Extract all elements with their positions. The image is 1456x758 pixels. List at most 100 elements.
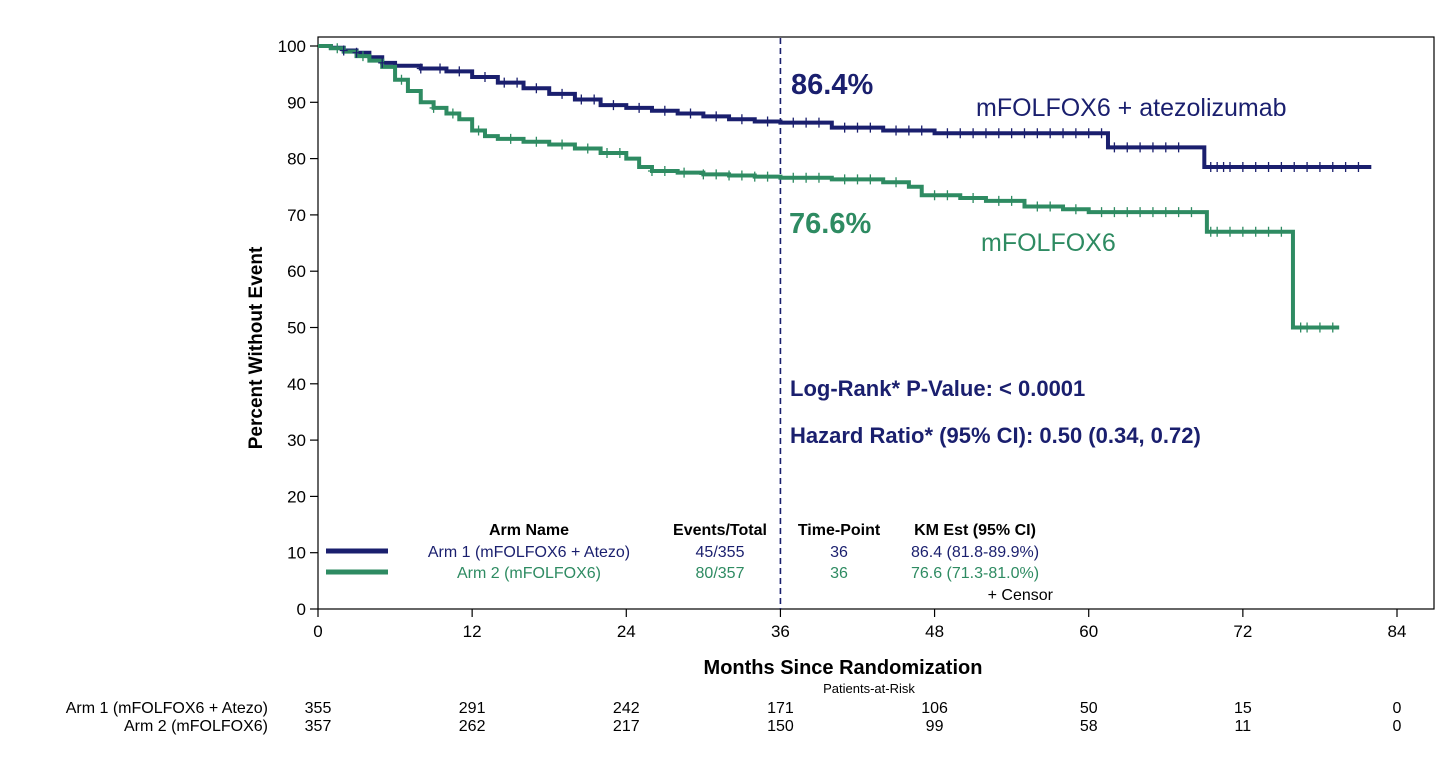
censor-mark-arm1 [660, 105, 669, 116]
legend-header-timepoint: Time-Point [798, 522, 881, 539]
censor-mark-arm2 [358, 51, 367, 62]
x-tick-label: 24 [617, 622, 636, 641]
censor-mark-arm2 [969, 193, 978, 204]
risk-value: 217 [613, 718, 640, 735]
legend-header-events: Events/Total [673, 522, 767, 539]
censor-mark-arm2 [603, 147, 612, 158]
risk-value: 15 [1234, 700, 1252, 717]
legend-row1-events: 45/355 [696, 544, 745, 561]
censor-mark-arm1 [866, 122, 875, 133]
censor-mark-arm1 [1251, 162, 1260, 173]
censor-mark-arm1 [1059, 128, 1068, 139]
x-tick-label: 12 [463, 622, 482, 641]
censor-mark-arm2 [712, 169, 721, 180]
censor-mark-arm1 [1007, 128, 1016, 139]
censor-mark-arm2 [1136, 207, 1145, 218]
censor-mark-arm1 [1303, 162, 1312, 173]
censor-mark-arm1 [943, 128, 952, 139]
y-tick-label: 90 [287, 93, 306, 112]
censor-mark-arm1 [1046, 128, 1055, 139]
censor-mark-arm1 [500, 77, 509, 88]
censor-mark-arm2 [397, 74, 406, 85]
censor-mark-arm1 [455, 66, 464, 77]
risk-value: 0 [1393, 718, 1402, 735]
censor-mark-arm1 [513, 77, 522, 88]
censor-mark-arm1 [590, 94, 599, 105]
censor-mark-arm2 [448, 108, 457, 119]
censor-mark-arm2 [1071, 204, 1080, 215]
legend-header-km: KM Est (95% CI) [914, 522, 1036, 539]
y-tick-label: 80 [287, 150, 306, 169]
risk-value: 355 [305, 700, 332, 717]
censor-mark-arm1 [609, 100, 618, 111]
risk-value: 150 [767, 718, 794, 735]
plot-frame [317, 36, 1435, 610]
y-tick-label: 40 [287, 375, 306, 394]
censor-mark-arm2 [750, 171, 759, 182]
censor-mark-arm1 [577, 94, 586, 105]
censor-mark-arm1 [1020, 128, 1029, 139]
risk-value: 291 [459, 700, 486, 717]
censor-mark-arm1 [789, 117, 798, 128]
censor-mark-arm2 [789, 172, 798, 183]
censor-mark-arm1 [532, 83, 541, 94]
censor-mark-arm2 [994, 195, 1003, 206]
censor-mark-arm2 [660, 165, 669, 176]
legend-row2-arm: Arm 2 (mFOLFOX6) [457, 565, 601, 582]
x-tick-label: 36 [771, 622, 790, 641]
y-tick-label: 50 [287, 319, 306, 338]
y-axis: 0 10 20 30 40 50 60 70 80 90 100 [278, 37, 318, 619]
censor-mark-arm2 [1238, 226, 1247, 237]
censor-mark-arm2 [930, 190, 939, 201]
censor-mark-arm1 [1033, 128, 1042, 139]
x-axis-title: Months Since Randomization [704, 657, 983, 679]
arm1-estimate-label: 86.4% [791, 69, 873, 101]
legend-row1-timepoint: 36 [830, 544, 848, 561]
censor-mark-arm2 [1033, 201, 1042, 212]
censor-mark-arm2 [1161, 207, 1170, 218]
censor-mark-arm1 [416, 63, 425, 74]
censor-mark-arm2 [429, 102, 438, 113]
risk-value: 106 [921, 700, 948, 717]
censor-mark-arm1 [352, 47, 361, 58]
y-tick-label: 20 [287, 487, 306, 506]
arm2-estimate-label: 76.6% [789, 208, 871, 240]
censor-mark-arm2 [699, 169, 708, 180]
censor-mark-arm1 [763, 116, 772, 127]
censor-mark-arm1 [840, 122, 849, 133]
legend-row2-km: 76.6 (71.3-81.0%) [911, 565, 1039, 582]
censor-mark-arm2 [763, 171, 772, 182]
censor-mark-arm2 [506, 133, 515, 144]
censor-mark-arm1 [1174, 142, 1183, 153]
censor-mark-arm2 [474, 125, 483, 136]
censor-mark-arm1 [1110, 142, 1119, 153]
censor-mark-arm1 [1097, 128, 1106, 139]
arm2-series-label: mFOLFOX6 [981, 229, 1116, 257]
censor-mark-arm2 [943, 190, 952, 201]
censor-mark-arm2 [647, 165, 656, 176]
censor-mark-arm2 [1315, 322, 1324, 333]
censor-mark-arm1 [737, 114, 746, 125]
x-tick-label: 48 [925, 622, 944, 641]
censor-mark-arm1 [339, 45, 348, 56]
censor-mark-arm1 [1123, 142, 1132, 153]
y-tick-label: 60 [287, 262, 306, 281]
y-tick-label: 30 [287, 431, 306, 450]
x-tick-label: 84 [1388, 622, 1407, 641]
censor-mark-arm2 [737, 170, 746, 181]
censor-mark-arm2 [814, 172, 823, 183]
censor-mark-arm1 [436, 63, 445, 74]
censor-mark-arm1 [814, 117, 823, 128]
censor-mark-arm2 [1174, 207, 1183, 218]
censor-mark-arm2 [1123, 207, 1132, 218]
censor-mark-arm2 [1303, 322, 1312, 333]
censor-mark-arm1 [981, 128, 990, 139]
censor-mark-arm1 [378, 57, 387, 68]
risk-value: 50 [1080, 700, 1098, 717]
censor-mark-arm2 [892, 177, 901, 188]
censor-mark-arm1 [1341, 162, 1350, 173]
risk-value: 242 [613, 700, 640, 717]
censor-mark-arm1 [1161, 142, 1170, 153]
risk-value: 171 [767, 700, 794, 717]
